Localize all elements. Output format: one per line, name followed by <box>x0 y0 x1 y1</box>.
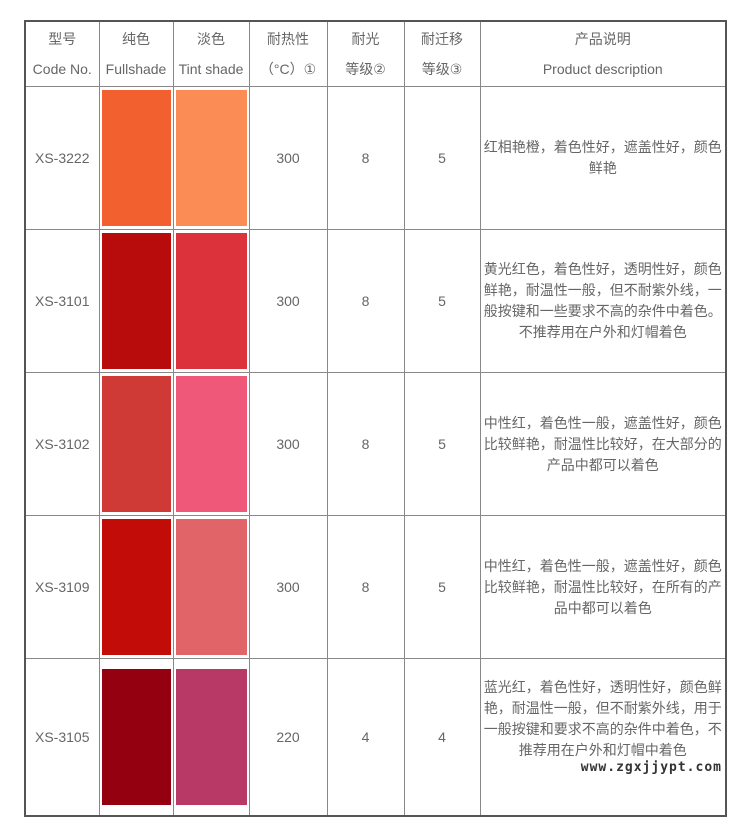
tint-cell <box>172 372 250 516</box>
tint-swatch <box>175 376 247 512</box>
header-tint: 淡色 Tint shade <box>172 20 250 87</box>
description-cell: 中性红，着色性一般，遮盖性好，颜色 比较鲜艳，耐温性比较好，在大部分的 产品中都可以… <box>479 372 727 516</box>
tint-cell <box>172 658 250 817</box>
fullshade-swatch <box>101 233 171 369</box>
header-en: Tint shade <box>178 61 244 77</box>
description-line: 产品中都可以着色 <box>546 456 659 473</box>
code-cell: XS-3105 <box>24 658 100 817</box>
description-cell: 蓝光红，着色性好，透明性好，颜色鲜 艳，耐温性一般，但不耐紫外线，用于 一般按键和要… <box>479 658 727 817</box>
fullshade-cell <box>98 658 174 817</box>
table-row: XS-3109 300 8 5 中性红，着色性一般，遮盖性好，颜色 比较鲜艳，耐温… <box>24 515 727 659</box>
header-row: 型号 Code No. 纯色 Fullshade 淡色 Tint shade 耐热性 （°C）… <box>24 20 727 87</box>
fullshade-swatch <box>101 90 171 226</box>
header-en: Fullshade <box>105 61 167 77</box>
migration-cell: 5 <box>403 372 481 516</box>
description-line: 黄光红色，着色性好，透明性好，颜色 <box>483 261 722 277</box>
header-en: Product description <box>542 61 663 77</box>
code-cell: XS-3101 <box>24 229 100 373</box>
tint-swatch <box>175 90 247 226</box>
fullshade-cell <box>98 86 174 230</box>
heat-cell: 300 <box>248 86 328 230</box>
migration-cell: 5 <box>403 86 481 230</box>
description-line: 中性红，着色性一般，遮盖性好，颜色 <box>483 557 722 574</box>
fullshade-swatch <box>101 519 171 655</box>
description-line: 般按键和一些要求不高的杂件中着色。 <box>483 303 722 319</box>
description-cell: 红相艳橙，着色性好，遮盖性好，颜色 鲜艳 <box>479 86 727 230</box>
fullshade-swatch <box>101 669 171 805</box>
light-cell: 8 <box>326 86 405 230</box>
code-cell: XS-3109 <box>24 515 100 659</box>
tint-swatch <box>175 669 247 805</box>
description-line: 比较鲜艳，耐温性比较好，在所有的产 <box>483 578 722 595</box>
header-cn: 纯色 <box>122 31 150 47</box>
code-cell: XS-3102 <box>24 372 100 516</box>
heat-cell: 220 <box>248 658 328 817</box>
header-description: 产品说明 Product description <box>479 20 727 87</box>
description-line: 蓝光红，着色性好，透明性好，颜色鲜 <box>483 679 722 695</box>
light-cell: 8 <box>326 229 405 373</box>
description-line: 红相艳橙，着色性好，遮盖性好，颜色 <box>483 139 722 155</box>
header-en: 等级③ <box>421 61 463 77</box>
description-line: 中性红，着色性一般，遮盖性好，颜色 <box>483 414 722 431</box>
table-row: XS-3102 300 8 5 中性红，着色性一般，遮盖性好，颜色 比较鲜艳，耐温… <box>24 372 727 516</box>
fullshade-swatch <box>101 376 171 512</box>
description-cell: 中性红，着色性一般，遮盖性好，颜色 比较鲜艳，耐温性比较好，在所有的产 品中都可以着… <box>479 515 727 659</box>
description-line: 鲜艳，耐温性一般，但不耐紫外线，一 <box>483 282 722 298</box>
table-row: XS-3222 300 8 5 红相艳橙，着色性好，遮盖性好，颜色 鲜艳 <box>24 86 727 230</box>
light-cell: 8 <box>326 515 405 659</box>
migration-cell: 5 <box>403 515 481 659</box>
description-cell: 黄光红色，着色性好，透明性好，颜色 鲜艳，耐温性一般，但不耐紫外线，一 般按键和一些… <box>479 229 727 373</box>
header-fullshade: 纯色 Fullshade <box>98 20 174 87</box>
heat-cell: 300 <box>248 515 328 659</box>
description-line: 推荐用在户外和灯帽中着色 <box>518 742 687 758</box>
table-row: XS-3105 220 4 4 蓝光红，着色性好，透明性好，颜色鲜 艳，耐温性一般… <box>24 658 727 817</box>
tint-cell <box>172 229 250 373</box>
header-cn: 产品说明 <box>574 31 631 47</box>
header-migration: 耐迁移等级③ <box>403 20 481 87</box>
migration-cell: 5 <box>403 229 481 373</box>
heat-cell: 300 <box>248 372 328 516</box>
fullshade-cell <box>98 229 174 373</box>
header-cn: 耐迁移 <box>421 31 463 47</box>
description-line: 不推荐用在户外和灯帽着色 <box>518 324 687 340</box>
description-line: 鲜艳 <box>588 160 617 176</box>
description-line: 艳，耐温性一般，但不耐紫外线，用于 <box>483 700 722 716</box>
tint-cell <box>172 515 250 659</box>
header-cn: 耐热性 <box>267 31 309 47</box>
table-row: XS-3101 300 8 5 黄光红色，着色性好，透明性好，颜色 鲜艳，耐温性一… <box>24 229 727 373</box>
tint-swatch <box>175 233 247 369</box>
fullshade-cell <box>98 515 174 659</box>
description-line: 一般按键和要求不高的杂件中着色，不 <box>483 721 722 737</box>
code-cell: XS-3222 <box>24 86 100 230</box>
header-en: （°C）① <box>259 61 317 77</box>
tint-swatch <box>175 519 247 655</box>
header-cn: 淡色 <box>197 31 225 47</box>
fullshade-cell <box>98 372 174 516</box>
tint-cell <box>172 86 250 230</box>
header-en: Code No. <box>32 61 92 77</box>
header-heat-resistance: 耐热性 （°C）① <box>248 20 328 87</box>
migration-cell: 4 <box>403 658 481 817</box>
header-light-fastness: 耐光等级② <box>326 20 405 87</box>
light-cell: 8 <box>326 372 405 516</box>
light-cell: 4 <box>326 658 405 817</box>
header-cn: 型号 <box>48 31 77 47</box>
heat-cell: 300 <box>248 229 328 373</box>
header-cn: 耐光 <box>351 31 380 47</box>
description-line: 品中都可以着色 <box>553 599 652 616</box>
watermark: www.zgxjjypt.com <box>580 760 722 775</box>
header-code: 型号 Code No. <box>24 20 100 87</box>
pigment-table: 型号 Code No. 纯色 Fullshade 淡色 Tint shade 耐热性 （°C）… <box>24 20 727 817</box>
header-en: 等级② <box>345 61 386 77</box>
description-line: 比较鲜艳，耐温性比较好，在大部分的 <box>483 435 722 452</box>
